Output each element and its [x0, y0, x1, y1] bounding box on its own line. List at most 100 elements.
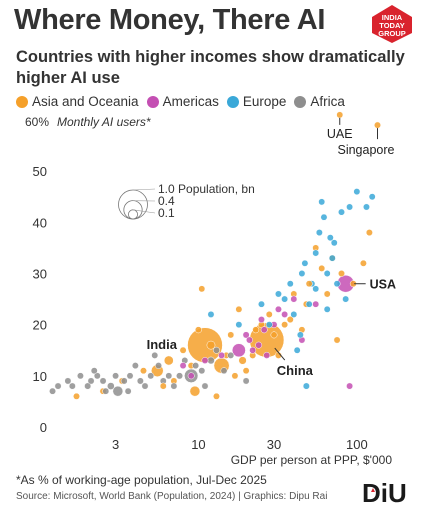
- data-point: [323, 305, 331, 313]
- legend-swatch-africa: [294, 95, 307, 108]
- y-axis-top-value: 60%: [25, 115, 49, 129]
- annotation-china: China: [277, 363, 314, 378]
- data-point: [102, 387, 110, 395]
- data-point: [99, 377, 107, 385]
- annotation-singapore: Singapore: [337, 143, 394, 157]
- y-tick-label: 50: [33, 164, 47, 179]
- data-point: [365, 229, 373, 237]
- data-point: [353, 188, 361, 196]
- data-point: [207, 310, 215, 318]
- x-tick-label: 100: [346, 437, 368, 452]
- annotation-uae: UAE: [327, 127, 353, 141]
- data-point: [201, 357, 209, 364]
- data-point: [165, 372, 173, 380]
- data-point: [312, 249, 320, 257]
- data-point: [265, 321, 273, 329]
- data-point: [323, 270, 331, 277]
- data-point: [249, 346, 257, 354]
- page-title: Where Money, There AI: [14, 4, 326, 36]
- data-point: [298, 270, 306, 277]
- footnote: *As % of working-age population, Jul-Dec…: [16, 473, 267, 487]
- data-point: [87, 377, 95, 385]
- data-point: [301, 259, 309, 267]
- data-point: [187, 372, 195, 380]
- data-point: [231, 343, 246, 358]
- size-legend-label: 1.0 Population, bn: [158, 182, 255, 196]
- data-point: [242, 331, 250, 339]
- data-point: [315, 229, 323, 237]
- y-tick-label: 10: [33, 369, 47, 384]
- legend-label-asia: Asia and Oceania: [32, 94, 139, 109]
- data-point: [342, 295, 350, 303]
- data-point: [333, 280, 341, 288]
- x-tick-label: 10: [191, 437, 205, 452]
- data-point: [281, 310, 289, 318]
- data-point: [323, 290, 331, 298]
- data-point: [242, 367, 250, 375]
- legend-swatch-americas: [146, 95, 159, 108]
- data-point: [159, 382, 167, 390]
- data-point: [318, 264, 326, 272]
- data-point: [54, 382, 62, 390]
- data-point: [64, 377, 72, 385]
- data-point: [346, 382, 354, 390]
- data-point: [189, 385, 201, 397]
- data-point: [296, 331, 304, 339]
- data-point: [49, 387, 56, 395]
- legend-label-europe: Europe: [242, 94, 287, 109]
- data-point: [84, 382, 92, 390]
- data-point: [255, 341, 263, 349]
- data-point: [265, 310, 273, 318]
- data-point: [227, 331, 235, 339]
- y-axis-title: Monthly AI users*: [57, 115, 151, 129]
- data-point: [326, 234, 334, 242]
- data-point: [163, 355, 174, 366]
- india-today-group-logo: INDIA TODAY GROUP: [372, 5, 412, 43]
- data-point: [305, 300, 313, 308]
- data-point: [136, 377, 144, 385]
- data-point: [286, 280, 294, 288]
- diu-logo-text: DiU: [362, 478, 407, 508]
- legend-label-americas: Americas: [162, 94, 219, 109]
- data-point: [346, 203, 354, 211]
- x-tick-label: 3: [112, 437, 119, 452]
- data-point: [231, 372, 239, 380]
- legend-item-asia: Asia and Oceania: [16, 94, 139, 109]
- data-point: [201, 382, 209, 390]
- x-axis-title: GDP per person at PPP, $'000: [231, 453, 393, 467]
- data-point: [93, 372, 101, 380]
- size-legend-leader: [132, 188, 156, 191]
- data-point: [260, 326, 268, 334]
- data-point: [286, 316, 294, 324]
- logo-text-1: INDIA: [382, 13, 403, 22]
- annotation-china-leader: [274, 347, 286, 361]
- data-point: [336, 111, 344, 119]
- data-point: [281, 295, 289, 303]
- data-point: [198, 367, 206, 375]
- data-point: [359, 259, 367, 267]
- data-point: [302, 382, 310, 390]
- legend-label-africa: Africa: [310, 94, 345, 109]
- legend-swatch-europe: [226, 95, 239, 108]
- data-point: [312, 285, 320, 293]
- data-point: [68, 382, 76, 390]
- data-point: [246, 336, 253, 344]
- data-point: [290, 310, 298, 318]
- legend-item-americas: Americas: [146, 94, 219, 109]
- legend-swatch-asia: [16, 95, 28, 108]
- data-point: [238, 356, 247, 365]
- data-point: [140, 367, 147, 375]
- size-legend-circle: [118, 189, 148, 220]
- data-point: [206, 340, 216, 350]
- data-point: [227, 351, 235, 359]
- data-point: [112, 385, 124, 397]
- data-point: [176, 372, 184, 380]
- data-point: [242, 377, 250, 385]
- data-point: [290, 295, 298, 303]
- data-point: [213, 392, 220, 400]
- data-point: [318, 198, 326, 206]
- size-legend-leader: [132, 209, 156, 214]
- data-point: [305, 280, 313, 288]
- chart-legend: Asia and Oceania Americas Europe Africa: [16, 94, 353, 109]
